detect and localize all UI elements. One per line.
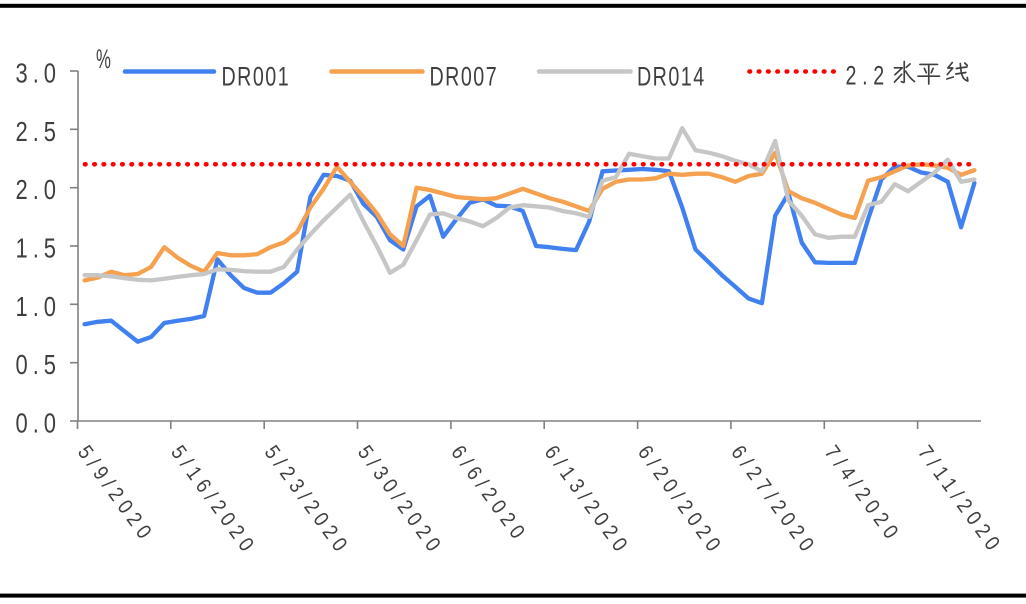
svg-text:0.0: 0.0 [16,408,61,439]
svg-text:2.2: 2.2 [846,61,890,91]
svg-text:DR007: DR007 [430,61,499,91]
svg-text:DR014: DR014 [637,61,706,91]
svg-text:DR001: DR001 [222,61,291,91]
svg-text:3.0: 3.0 [16,58,61,89]
svg-text:0.5: 0.5 [16,350,61,381]
svg-text:2.5: 2.5 [16,116,61,147]
svg-text:%: % [96,44,111,74]
svg-text:1.0: 1.0 [16,291,61,322]
svg-text:1.5: 1.5 [16,233,61,264]
svg-text:2.0: 2.0 [16,175,61,206]
